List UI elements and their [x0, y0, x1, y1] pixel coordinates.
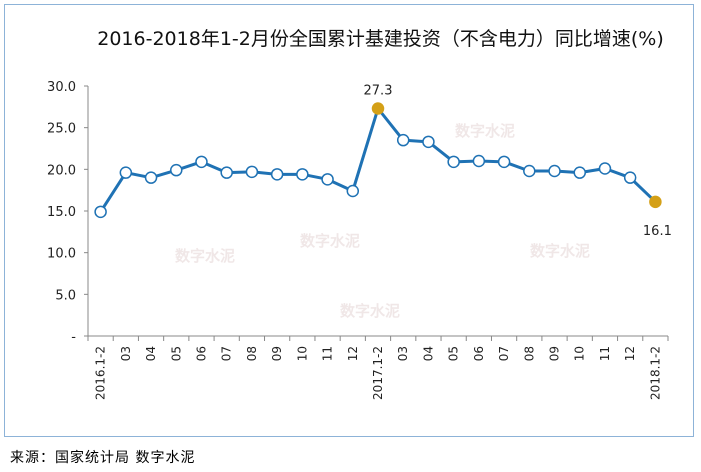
watermark: 数字水泥 — [340, 302, 401, 320]
x-tick-label: 2018.1-2 — [648, 346, 662, 400]
data-point — [220, 166, 233, 179]
y-tick-label: 10.0 — [47, 247, 76, 262]
x-tick-label: 08 — [245, 346, 259, 361]
data-point — [447, 155, 460, 169]
x-tick-label: 03 — [119, 346, 133, 361]
watermark: 数字水泥 — [455, 122, 516, 140]
data-point — [119, 166, 133, 179]
watermark: 数字水泥 — [530, 242, 591, 260]
highlight-point — [649, 195, 662, 209]
data-point — [497, 155, 511, 169]
x-tick-label: 11 — [598, 346, 612, 361]
data-point — [245, 165, 259, 179]
data-label: 27.3 — [364, 84, 393, 99]
data-point — [94, 205, 107, 219]
y-tick-label: - — [71, 330, 76, 345]
x-tick-label: 10 — [295, 346, 309, 361]
y-tick-label: 15.0 — [47, 205, 76, 220]
data-label: 16.1 — [643, 224, 672, 239]
x-tick-label: 10 — [573, 346, 587, 361]
data-point — [195, 155, 208, 169]
data-point — [548, 164, 561, 178]
y-tick-label: 30.0 — [47, 80, 76, 95]
y-tick-label: 5.0 — [55, 288, 76, 303]
x-tick-label: 06 — [194, 346, 208, 361]
x-tick-label: 12 — [346, 346, 360, 361]
x-tick-label: 03 — [396, 346, 410, 361]
x-tick-label: 12 — [623, 346, 637, 361]
x-tick-label: 07 — [497, 346, 511, 361]
series-line — [99, 107, 657, 213]
x-tick-label: 2016.1-2 — [94, 346, 108, 400]
data-point — [573, 166, 586, 179]
data-point — [598, 162, 612, 175]
data-point — [472, 154, 486, 168]
data-point — [170, 163, 183, 177]
x-tick-label: 05 — [447, 346, 461, 361]
data-point — [321, 173, 334, 186]
x-tick-label: 04 — [144, 346, 158, 361]
watermark: 数字水泥 — [300, 232, 361, 250]
x-tick-label: 07 — [220, 346, 234, 361]
x-tick-label: 08 — [522, 346, 536, 361]
highlight-point — [371, 102, 385, 115]
x-tick-label: 11 — [321, 346, 335, 361]
data-point — [346, 184, 360, 198]
source-note: 来源：国家统计局 数字水泥 — [10, 450, 196, 466]
data-point — [422, 135, 435, 149]
line-chart: 30.0 25.0 20.0 15.0 10.0 5.0 - 2016.1-2 03 04 05 06… — [47, 80, 672, 400]
data-point — [396, 133, 410, 147]
chart-title: 2016-2018年1-2月份全国累计基建投资（不含电力）同比增速(%) — [97, 28, 664, 50]
x-tick-label: 09 — [548, 346, 562, 361]
chart-frame — [4, 4, 694, 437]
data-point — [523, 164, 536, 178]
x-tick-label: 2017.1-2 — [371, 346, 385, 400]
data-point — [144, 171, 158, 184]
x-tick-label: 09 — [270, 346, 284, 361]
y-tick-label: 20.0 — [47, 163, 76, 178]
data-point — [296, 168, 309, 181]
x-tick-label: 06 — [472, 346, 486, 361]
y-tick-label: 25.0 — [47, 122, 76, 137]
data-point — [623, 171, 637, 184]
data-point — [270, 168, 284, 181]
watermark: 数字水泥 — [175, 247, 236, 265]
x-tick-label: 04 — [421, 346, 435, 361]
x-tick-label: 05 — [169, 346, 183, 361]
